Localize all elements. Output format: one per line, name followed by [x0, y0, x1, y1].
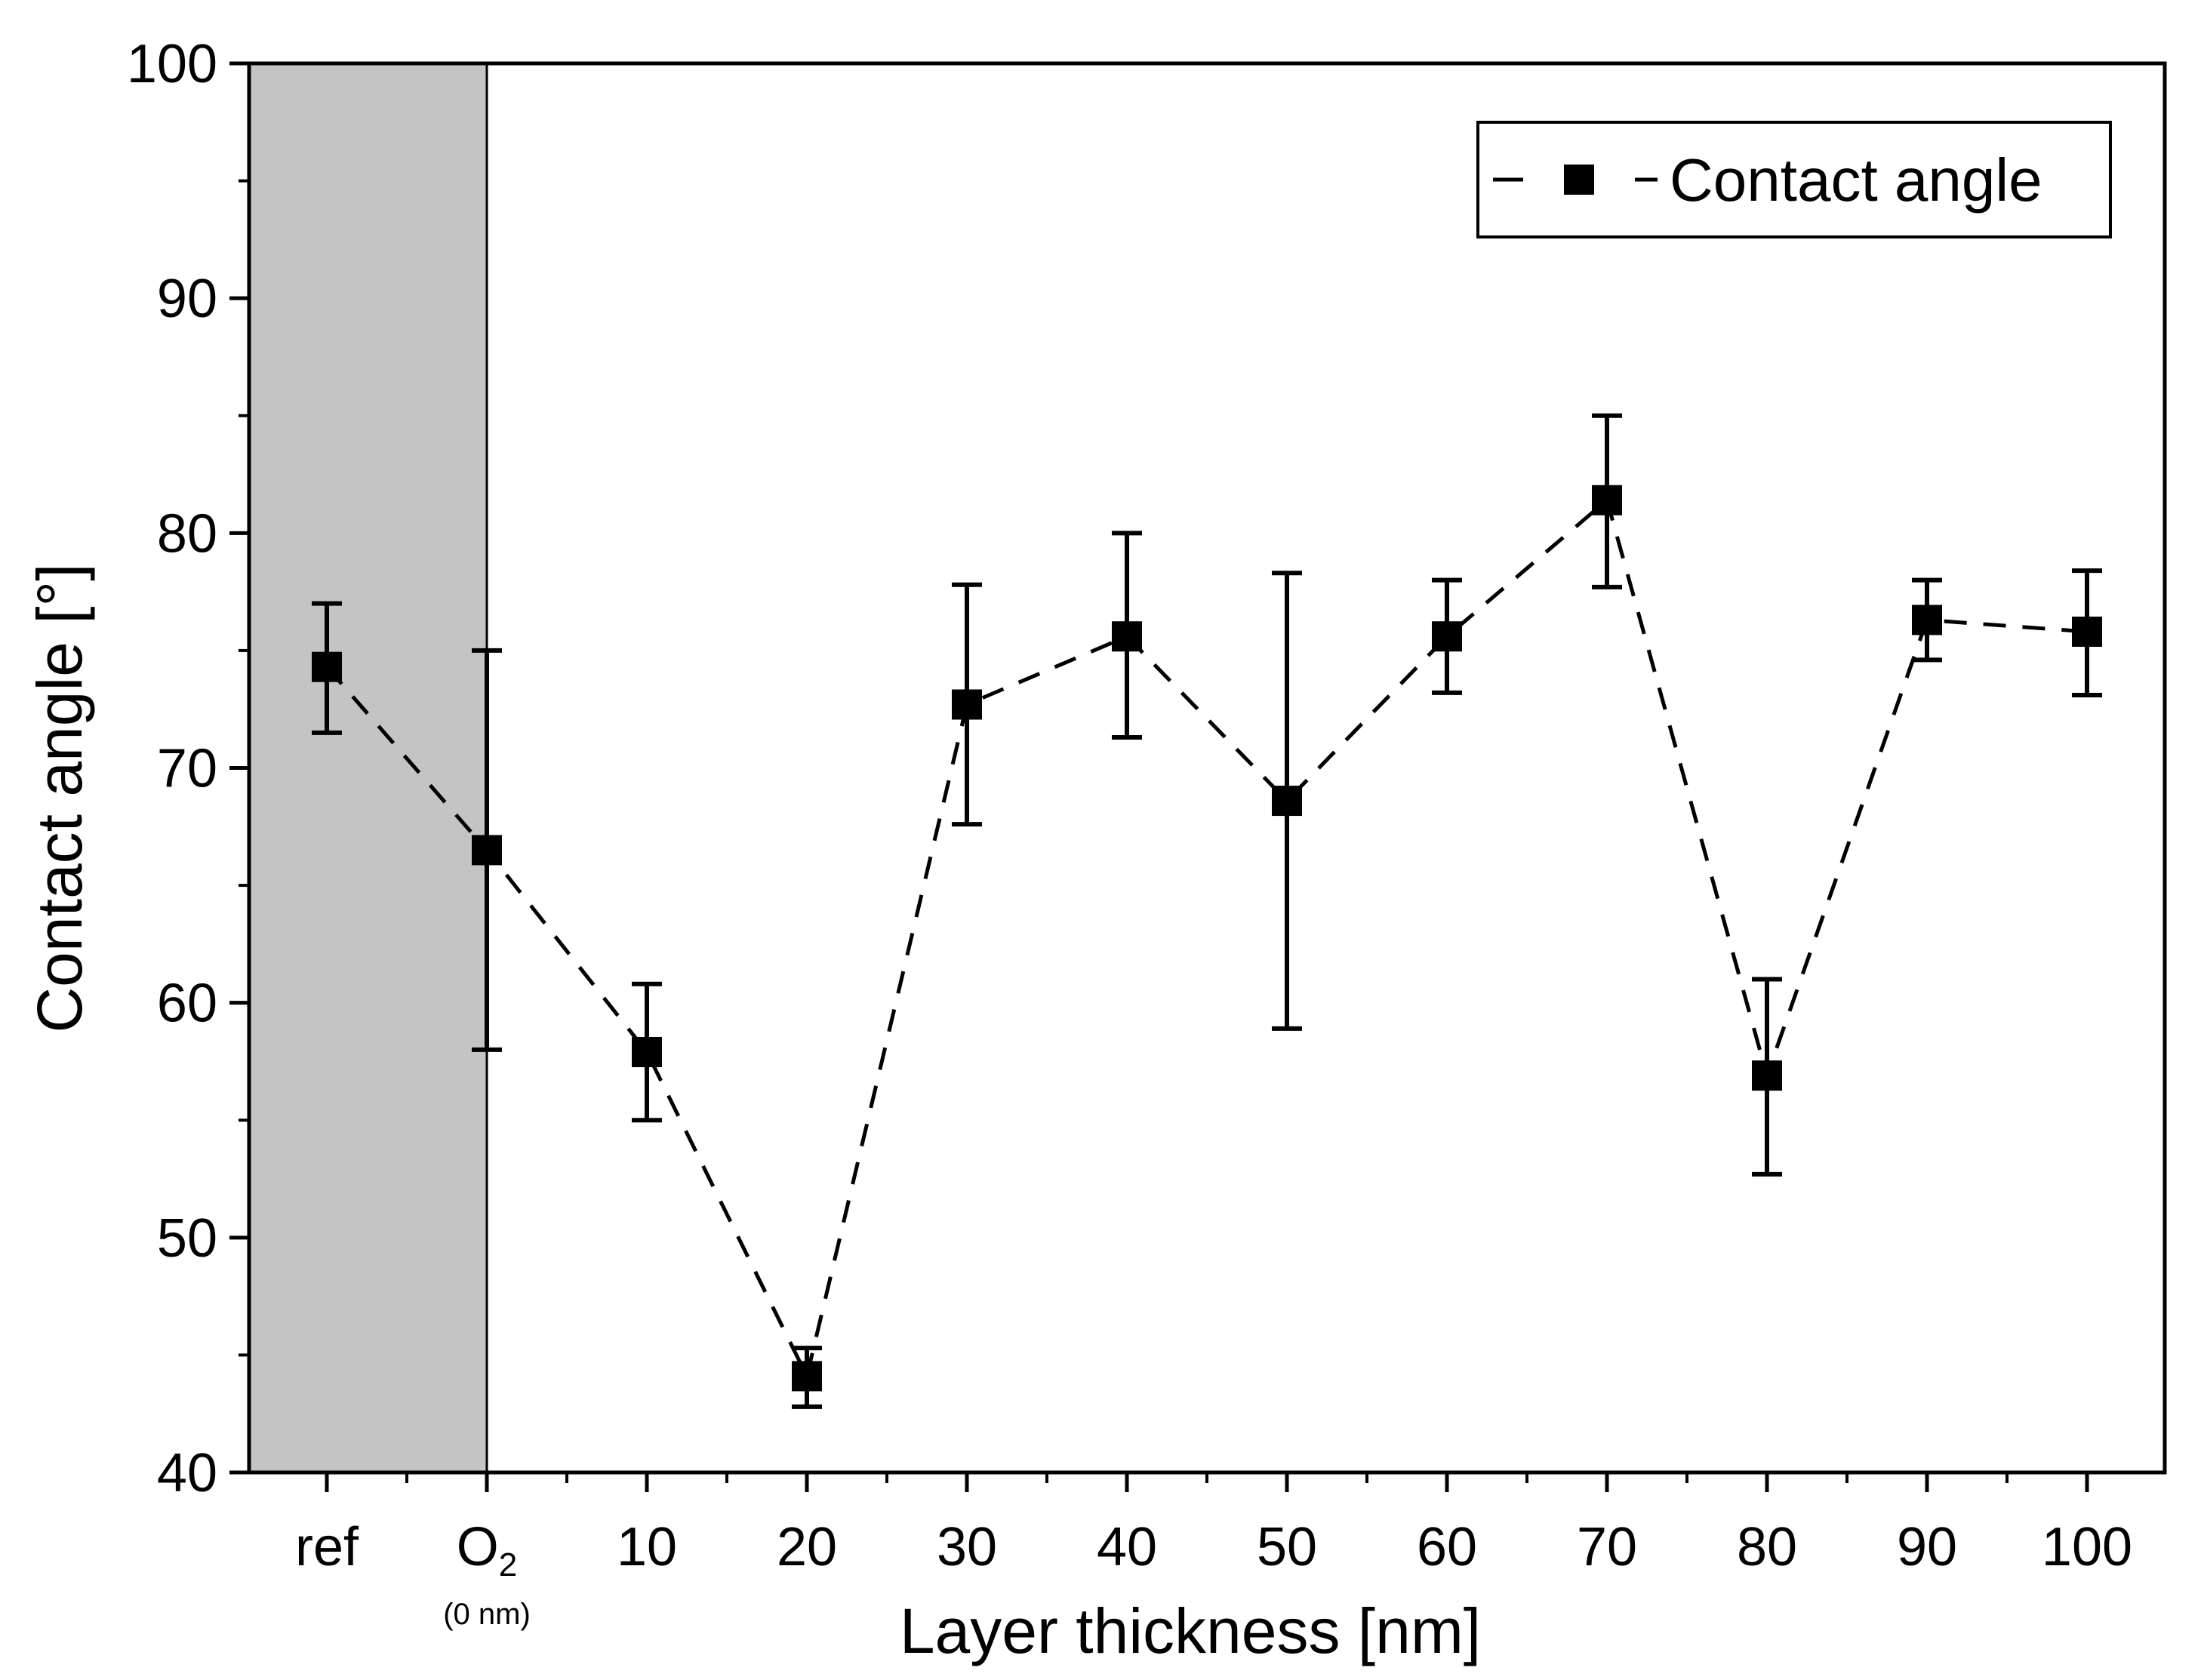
x-tick-label: ref [295, 1517, 359, 1577]
x-axis-title: Layer thickness [nm] [900, 1595, 1481, 1666]
data-point [952, 689, 982, 720]
y-tick-label: 70 [157, 739, 217, 799]
x-axis-ticks: ref O2 (0 nm) 10 20 30 40 50 60 70 80 90 100 [295, 1472, 2132, 1631]
data-point [2072, 617, 2102, 648]
shaded-region [249, 63, 487, 1472]
data-point [632, 1037, 662, 1068]
data-point [312, 651, 342, 682]
x-tick-label: 100 [2042, 1517, 2132, 1577]
data-point [1112, 621, 1142, 652]
y-tick-label: 40 [157, 1443, 217, 1503]
x-tick-label: 60 [1417, 1517, 1477, 1577]
series-line [325, 497, 2088, 1382]
series-contact-angle [312, 413, 2102, 1409]
y-tick-label: 60 [157, 974, 217, 1034]
x-tick-sublabel: (0 nm) [443, 1598, 531, 1631]
y-tick-label: 50 [157, 1208, 217, 1269]
x-tick-label: 10 [617, 1517, 677, 1577]
data-point [1912, 605, 1942, 635]
x-tick-label: 80 [1737, 1517, 1797, 1577]
data-point [1272, 786, 1302, 817]
data-point [1752, 1060, 1782, 1091]
x-tick-label: O2 [457, 1517, 518, 1583]
legend-label: Contact angle [1670, 146, 2042, 214]
y-axis-ticks: 40 50 60 70 80 90 100 [127, 34, 249, 1503]
y-tick-label: 90 [157, 269, 217, 329]
x-tick-label: 50 [1257, 1517, 1317, 1577]
y-axis-title: Contact angle [°] [24, 564, 95, 1033]
data-point [1592, 485, 1622, 515]
data-point [472, 835, 502, 866]
x-tick-label: 70 [1577, 1517, 1637, 1577]
y-tick-label: 100 [127, 34, 217, 94]
legend: Contact angle [1476, 121, 2112, 238]
y-tick-label: 80 [157, 503, 217, 564]
x-tick-label: 30 [937, 1517, 997, 1577]
legend-square-marker-icon [1564, 165, 1594, 195]
x-tick-label: 20 [777, 1517, 837, 1577]
x-tick-label: 90 [1897, 1517, 1957, 1577]
data-point [792, 1361, 822, 1392]
x-tick-label: 40 [1097, 1517, 1157, 1577]
data-point [1432, 621, 1462, 652]
plot-frame [247, 61, 2167, 1475]
